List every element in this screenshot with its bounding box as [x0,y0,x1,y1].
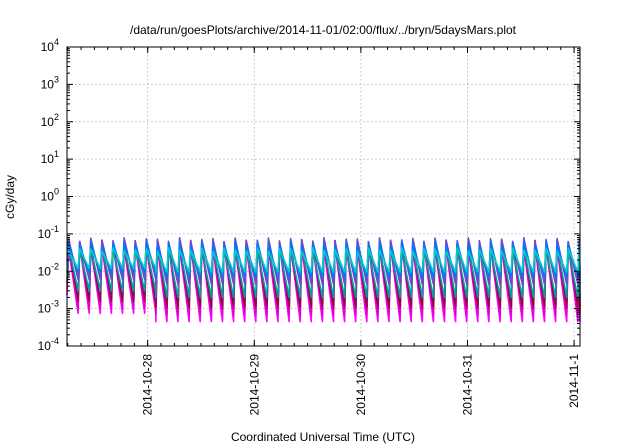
y-axis-label: cGy/day [3,175,17,219]
y-tick-label: 102 [41,112,59,129]
series-group [66,237,581,323]
y-tick-label: 103 [41,74,59,91]
ticks: 10-4 10-3 10-2 10-1 100 101 102 103 104 2014-10-2… [38,37,581,415]
y-tick-label: 100 [41,187,59,204]
x-axis-label: Coordinated Universal Time (UTC) [231,430,415,444]
x-tick-label: 2014-10-28 [141,354,155,416]
y-tick-label: 10-4 [38,336,59,353]
chart-title: /data/run/goesPlots/archive/2014-11-01/0… [130,23,517,37]
x-tick-label: 2014-10-30 [354,354,368,416]
x-tick-label: 2014-10-29 [247,354,261,416]
y-tick-label: 104 [41,37,59,54]
series-line-7 [66,246,581,273]
y-tick-label: 101 [41,149,59,166]
x-tick-label: 2014-10-31 [460,354,474,416]
x-tick-label: 2014-11-1 [567,354,581,408]
series-line-6 [66,240,581,278]
y-tick-label: 10-2 [38,261,59,278]
y-tick-label: 10-1 [38,224,59,241]
y-tick-label: 10-3 [38,299,59,316]
